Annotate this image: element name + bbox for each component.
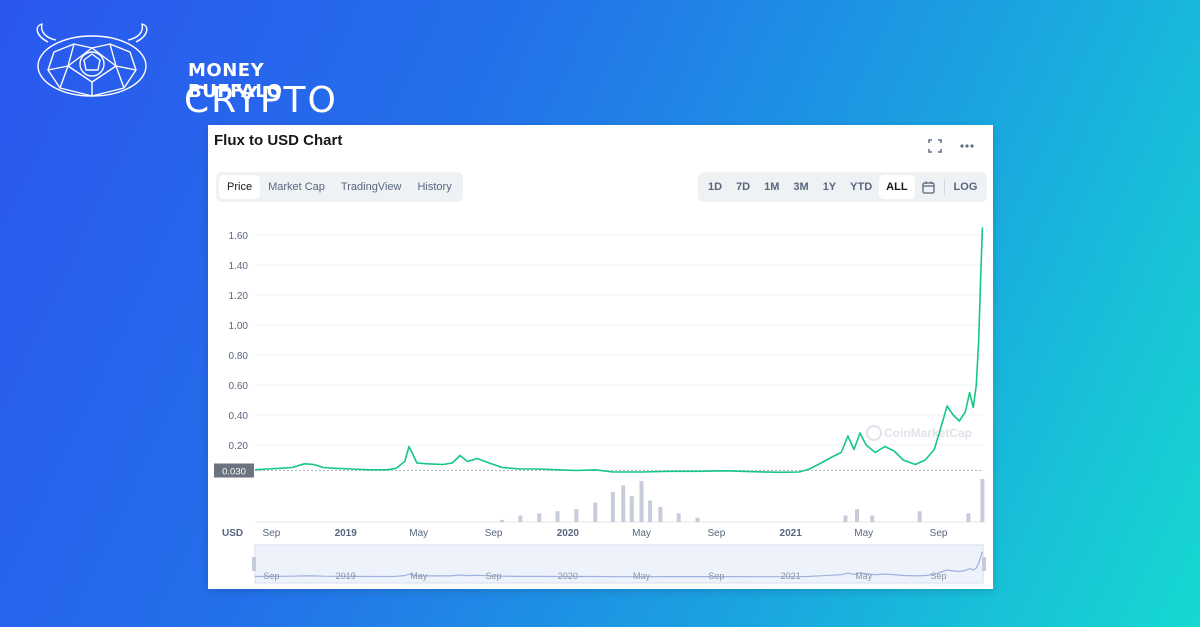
x-tick-label: Sep (930, 528, 948, 539)
navigator-tick-label: Sep (486, 571, 502, 581)
volume-bar (855, 509, 859, 522)
x-tick-label: May (854, 528, 873, 539)
x-tick-label: 2019 (335, 528, 358, 539)
navigator-series-line (254, 551, 983, 578)
range-1m[interactable]: 1M (764, 181, 780, 193)
volume-bar (518, 515, 523, 522)
range-7d[interactable]: 7D (736, 181, 751, 193)
volume-bar (621, 485, 626, 522)
volume-bar (843, 515, 848, 522)
range-1d[interactable]: 1D (708, 181, 723, 193)
brand-name-line1: MONEY BUFFALO (188, 60, 283, 102)
buffalo-logo-icon (36, 23, 148, 97)
navigator-tick-label: May (855, 571, 873, 581)
current-price-label: 0.030 (222, 467, 246, 478)
time-range-selector: 1D 7D 1M 3M 1Y YTD ALL LOG (698, 172, 988, 202)
y-unit-label: USD (222, 528, 243, 539)
volume-bar (676, 513, 681, 522)
fullscreen-icon[interactable] (924, 135, 946, 157)
y-tick-label: 1.40 (229, 261, 249, 272)
volume-bar (980, 479, 985, 522)
calendar-icon[interactable] (915, 175, 942, 199)
current-price-badge (214, 463, 254, 478)
range-ytd[interactable]: YTD (850, 181, 873, 193)
brand: MONEY BUFFALO CRYPTO (28, 22, 348, 121)
volume-bar (574, 509, 579, 522)
x-tick-label: 2020 (557, 528, 580, 539)
navigator-tick-label: May (633, 571, 651, 581)
volume-bar (629, 496, 634, 522)
x-tick-label: May (409, 528, 428, 539)
volume-bar (695, 517, 700, 522)
x-tick-label: Sep (707, 528, 725, 539)
range-divider (943, 179, 945, 195)
navigator-tick-label: 2019 (336, 571, 356, 581)
navigator-right-handle[interactable] (982, 557, 986, 571)
watermark-label: CoinMarketCap (884, 426, 972, 440)
tab-history[interactable]: History (417, 181, 452, 193)
tab-price[interactable]: Price (219, 175, 261, 199)
volume-bar (639, 481, 644, 522)
navigator-tick-label: May (410, 571, 428, 581)
x-tick-label: Sep (485, 528, 503, 539)
y-tick-label: 1.20 (229, 291, 249, 302)
range-3m[interactable]: 3M (793, 181, 809, 193)
tab-tradingview[interactable]: TradingView (340, 181, 402, 193)
x-tick-label: Sep (263, 528, 281, 539)
navigator-tick-label: Sep (708, 571, 724, 581)
chart-card: Flux to USD Chart Price Market Cap Tradi… (208, 125, 993, 589)
volume-bar (917, 511, 922, 522)
volume-bar (500, 519, 505, 522)
navigator-tick-label: 2020 (558, 571, 578, 581)
more-icon[interactable] (956, 135, 978, 157)
volume-bar (537, 513, 542, 522)
tab-market-cap[interactable]: Market Cap (268, 181, 325, 193)
range-all[interactable]: ALL (879, 175, 915, 199)
x-tick-label: 2021 (780, 528, 803, 539)
volume-bar (593, 502, 598, 522)
price-series-line (254, 227, 984, 474)
y-tick-label: 1.60 (229, 231, 249, 242)
chart-tabs: Price Market Cap TradingView History (216, 172, 463, 202)
log-toggle[interactable]: LOG (953, 181, 978, 193)
y-tick-label: 0.40 (229, 411, 249, 422)
navigator-tick-label: Sep (931, 571, 947, 581)
volume-bar (966, 513, 971, 522)
volume-bar (870, 515, 875, 522)
volume-bar (658, 506, 663, 522)
x-tick-label: May (632, 528, 651, 539)
y-tick-label: 0.80 (229, 351, 249, 362)
volume-bar (648, 500, 653, 522)
volume-bar (555, 511, 560, 522)
navigator-tick-label: 2021 (781, 571, 801, 581)
brand-name-line2: CRYPTO (184, 80, 338, 121)
coinmarketcap-watermark-icon (866, 425, 882, 441)
volume-bar (610, 491, 615, 522)
y-tick-label: 0.60 (229, 381, 249, 392)
y-tick-label: 0.20 (229, 441, 249, 452)
y-tick-label: 1.00 (229, 321, 249, 332)
chart-title: Flux to USD Chart (214, 132, 343, 149)
navigator-tick-label: Sep (263, 571, 279, 581)
range-1y[interactable]: 1Y (822, 181, 837, 193)
navigator-window[interactable] (254, 544, 984, 584)
navigator-left-handle[interactable] (252, 557, 256, 571)
